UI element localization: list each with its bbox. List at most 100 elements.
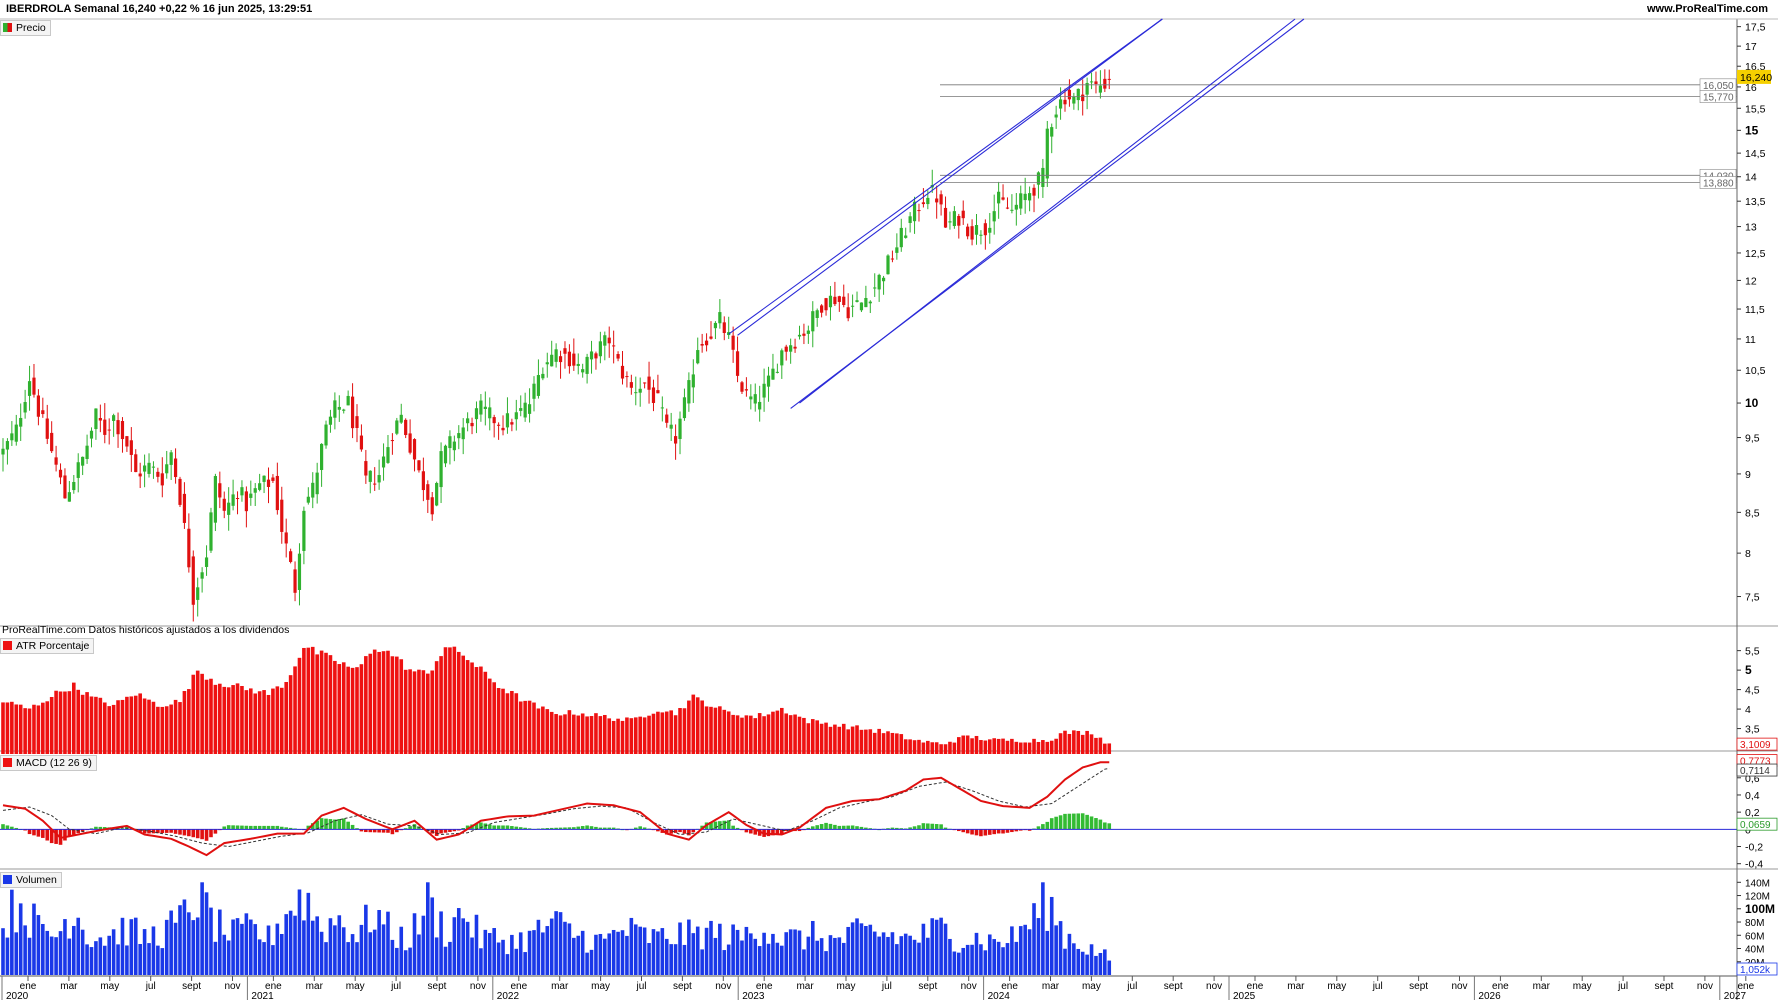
volume-bar [271,945,275,975]
atr-bar [996,738,1001,754]
atr-bar [222,686,227,754]
macd-panel-title[interactable]: MACD (12 26 9) [0,755,97,771]
volume-bar [700,949,704,975]
atr-bar [647,715,651,754]
volume-bar [151,926,156,975]
volume-bar [943,923,948,975]
atr-bar [992,738,996,754]
macd-histogram-bar [288,827,293,830]
macd-histogram-bar [784,829,789,832]
candle-body [908,216,912,223]
candle-body [780,350,784,366]
atr-bar [41,702,45,754]
macd-histogram-bar [271,825,275,830]
volume-bar [647,943,651,975]
candle-body [735,351,740,376]
x-year-label: 2025 [1233,991,1256,1000]
candle-body [983,223,987,236]
candle-body [581,369,585,373]
atr-bar [872,732,877,754]
candle-body [536,375,541,396]
atr-bar [532,702,536,754]
macd-histogram-bar [846,825,850,830]
candle-body [589,351,594,360]
atr-bar [346,666,350,754]
volume-bar [864,926,868,975]
atr-bar [45,701,50,754]
volume-bar [797,930,802,975]
candle-body [275,475,279,511]
macd-histogram-bar [1014,829,1019,832]
atr-bar [656,711,660,754]
macd-histogram-bar [142,829,147,834]
volume-bar [903,933,908,975]
candle-body [979,234,983,236]
candle-body [125,436,129,447]
atr-bar [412,671,417,754]
atr-bar [1010,738,1014,754]
volume-bar [921,923,926,975]
atr-panel-title[interactable]: ATR Porcentaje [0,638,95,654]
macd-histogram-bar [151,829,156,834]
volume-tick-label: 100M [1745,902,1775,916]
atr-bar [806,723,811,754]
candle-body [417,460,421,471]
atr-bar [85,692,89,754]
atr-bar [1063,730,1067,754]
candle-body [266,479,271,487]
candle-body [191,556,195,605]
atr-bar [434,661,439,754]
volume-bar [1023,924,1027,975]
atr-bar [10,701,14,754]
volume-panel-title[interactable]: Volumen [0,872,62,888]
atr-bar [603,714,607,754]
candle-body [235,498,240,500]
atr-bar [120,699,125,754]
macd-histogram-bar [341,818,346,830]
x-tick-label: nov [1206,981,1222,992]
macd-histogram-bar [257,825,262,830]
volume-bar [762,932,766,975]
candle-body [302,510,306,551]
macd-histogram-bar [780,829,784,834]
volume-tick-label: 80M [1745,918,1764,929]
volume-bar [116,944,120,975]
x-tick-label: nov [224,981,240,992]
macd-histogram-bar [545,828,550,830]
atr-bar [426,673,430,754]
volume-bar [421,915,426,975]
atr-bar [178,702,182,754]
candle-body [448,436,452,449]
macd-histogram-bar [102,827,107,830]
macd-histogram-bar [585,825,589,830]
macd-histogram-bar [1058,815,1063,830]
candle-body [147,462,151,474]
price-panel-title[interactable]: Precio [0,20,51,36]
candle-body [182,493,187,523]
atr-bar [32,704,36,754]
candle-body [1072,96,1076,104]
macd-histogram-bar [195,829,200,839]
atr-tick-label: 3,5 [1745,724,1760,736]
candle-body [550,354,554,367]
candle-body [966,226,970,237]
volume-bar [324,942,328,975]
atr-bar [1027,742,1032,754]
volume-bar [14,932,19,975]
volume-bar [917,942,921,975]
atr-bar [204,679,209,754]
atr-bar [501,688,505,754]
candle-body [138,473,142,477]
provider-link[interactable]: www.ProRealTime.com [1646,3,1768,15]
x-tick-label: jul [635,981,646,992]
candle-body [1005,207,1010,209]
volume-tick-label: 60M [1745,931,1764,942]
macd-histogram-bar [837,825,842,830]
atr-bar [209,678,213,754]
x-tick-label: ene [1492,981,1509,992]
atr-bar [850,726,855,754]
atr-bar [771,711,775,754]
candle-body [656,390,660,394]
macd-histogram-bar [864,827,868,830]
candle-body [200,572,204,579]
